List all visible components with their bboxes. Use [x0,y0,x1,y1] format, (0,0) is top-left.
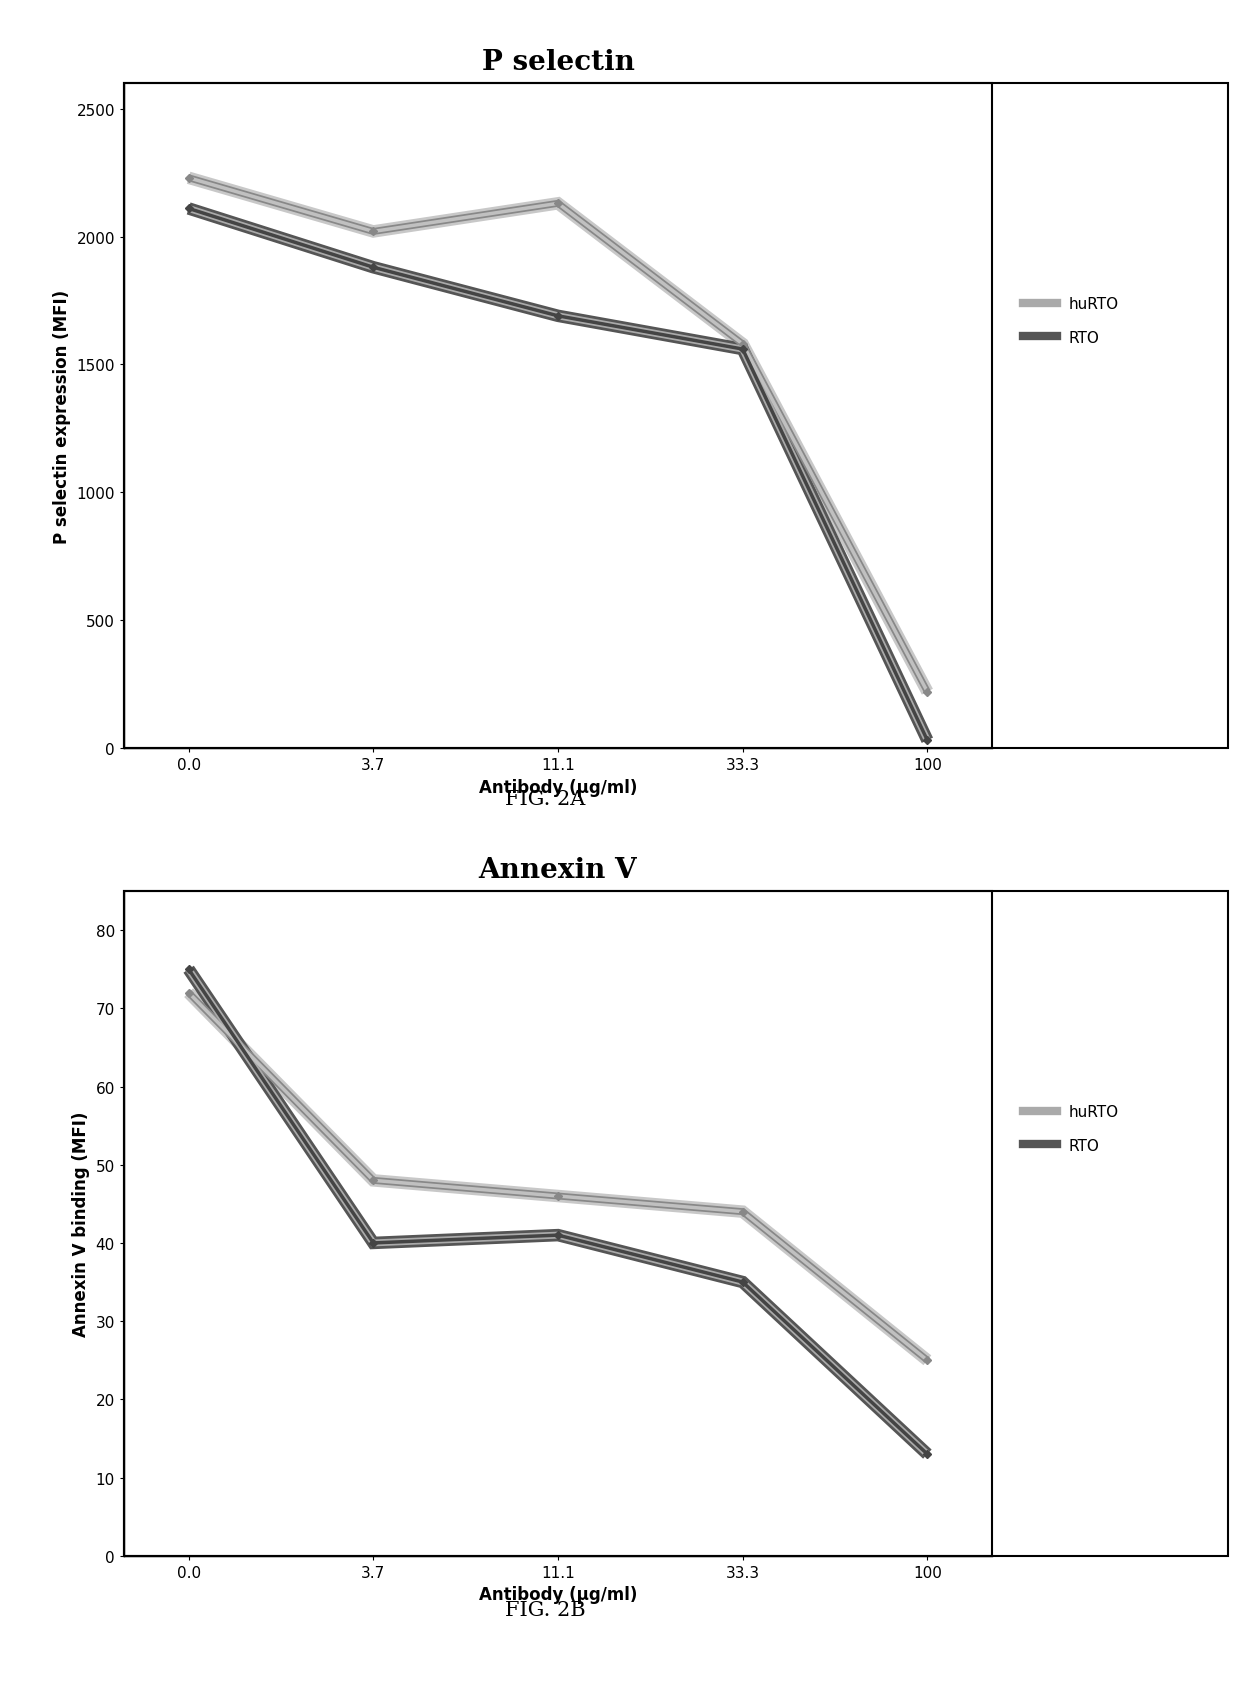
X-axis label: Antibody (µg/ml): Antibody (µg/ml) [479,779,637,796]
X-axis label: Antibody (µg/ml): Antibody (µg/ml) [479,1586,637,1603]
Legend: huRTO, RTO: huRTO, RTO [1017,291,1125,352]
Title: Annexin V: Annexin V [479,856,637,883]
Legend: huRTO, RTO: huRTO, RTO [1017,1098,1125,1159]
Y-axis label: P selectin expression (MFI): P selectin expression (MFI) [53,289,71,543]
Title: P selectin: P selectin [481,49,635,76]
Text: FIG. 2B: FIG. 2B [505,1600,587,1620]
Y-axis label: Annexin V binding (MFI): Annexin V binding (MFI) [72,1112,91,1336]
Text: FIG. 2A: FIG. 2A [506,789,585,809]
